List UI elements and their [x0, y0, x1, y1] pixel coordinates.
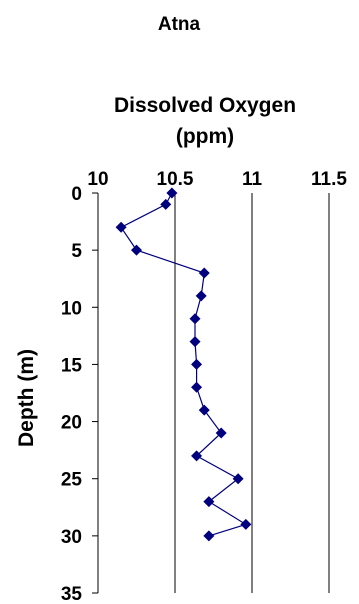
data-point-13	[232, 473, 244, 485]
y-tick-label-6: 30	[61, 527, 82, 548]
x-axis-label-line-2: (ppm)	[176, 125, 234, 148]
x-tick-label-0: 10	[87, 169, 108, 190]
y-tick-label-3: 15	[61, 355, 83, 376]
y-tick-label-1: 5	[71, 241, 82, 262]
y-tick-label-2: 10	[61, 298, 82, 319]
x-tick-labels: 10 10.5 11 11.5	[87, 169, 347, 190]
y-tick-label-4: 20	[61, 413, 82, 434]
data-point-1	[160, 198, 172, 210]
data-point-3	[131, 244, 142, 256]
data-point-10	[198, 404, 210, 416]
data-point-5	[195, 290, 207, 302]
x-tick-label-2: 11	[242, 169, 263, 190]
gridlines	[174, 193, 330, 593]
x-tick-label-1: 10.5	[157, 169, 194, 190]
data-point-9	[191, 381, 203, 393]
data-point-7	[189, 336, 201, 348]
y-tick-label-7: 35	[61, 584, 83, 604]
data-point-4	[198, 267, 210, 279]
y-tick-labels: 0 5 10 15 20 25 30 35	[61, 184, 83, 604]
data-point-15	[240, 518, 252, 530]
series-line	[120, 192, 248, 537]
data-point-14	[203, 496, 215, 508]
x-tick-label-3: 11.5	[311, 169, 347, 190]
chart-title: Atna	[158, 14, 201, 35]
data-point-12	[191, 450, 203, 462]
y-tick-label-5: 25	[61, 470, 83, 491]
data-point-11	[215, 427, 227, 439]
data-point-2	[115, 221, 127, 233]
data-point-8	[191, 358, 203, 370]
data-point-16	[203, 530, 215, 542]
x-axis-label-line-1: Dissolved Oxygen	[114, 94, 296, 117]
axes	[92, 192, 99, 594]
data-point-6	[189, 313, 201, 325]
y-tick-label-0: 0	[71, 184, 82, 205]
data-point-0	[166, 187, 178, 199]
data-series	[115, 187, 252, 542]
y-axis-label: Depth (m)	[15, 349, 38, 447]
